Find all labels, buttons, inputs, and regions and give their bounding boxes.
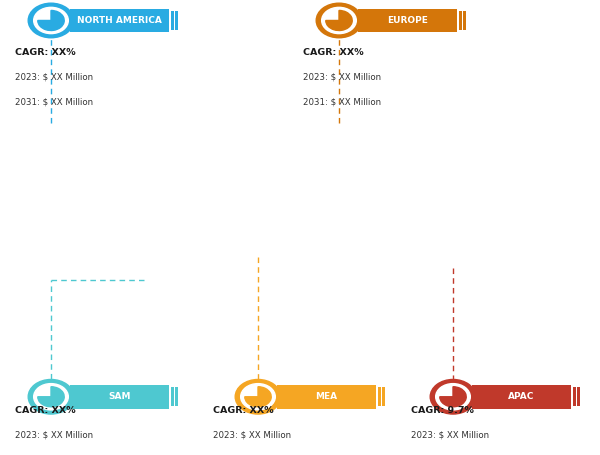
FancyBboxPatch shape	[573, 387, 576, 406]
Circle shape	[34, 384, 68, 410]
FancyBboxPatch shape	[70, 9, 169, 32]
FancyBboxPatch shape	[577, 387, 580, 406]
Text: EUROPE: EUROPE	[387, 16, 428, 25]
Circle shape	[316, 3, 362, 38]
Text: MEA: MEA	[315, 392, 337, 401]
FancyBboxPatch shape	[70, 385, 169, 409]
Text: SAM: SAM	[108, 392, 130, 401]
Text: CAGR: XX%: CAGR: XX%	[213, 406, 274, 415]
FancyBboxPatch shape	[171, 11, 174, 30]
Circle shape	[241, 384, 275, 410]
FancyBboxPatch shape	[459, 11, 462, 30]
FancyBboxPatch shape	[382, 387, 385, 406]
Text: 2031: $ XX Million: 2031: $ XX Million	[15, 98, 93, 107]
Text: 2023: $ XX Million: 2023: $ XX Million	[15, 431, 93, 440]
Text: CAGR: 9.7%: CAGR: 9.7%	[411, 406, 474, 415]
Wedge shape	[38, 10, 64, 30]
Text: CAGR: XX%: CAGR: XX%	[303, 48, 364, 57]
Wedge shape	[440, 387, 466, 407]
Text: 2023: $ XX Million: 2023: $ XX Million	[213, 431, 291, 440]
Text: APAC: APAC	[508, 392, 535, 401]
Text: 2023: $ XX Million: 2023: $ XX Million	[411, 431, 489, 440]
FancyBboxPatch shape	[358, 9, 457, 32]
Circle shape	[34, 7, 68, 34]
Circle shape	[436, 384, 470, 410]
Circle shape	[322, 7, 356, 34]
Circle shape	[430, 379, 476, 414]
FancyBboxPatch shape	[171, 387, 174, 406]
Circle shape	[28, 3, 74, 38]
FancyBboxPatch shape	[277, 385, 376, 409]
FancyBboxPatch shape	[175, 11, 178, 30]
Wedge shape	[245, 387, 271, 407]
Circle shape	[28, 379, 74, 414]
FancyBboxPatch shape	[472, 385, 571, 409]
Text: NORTH AMERICA: NORTH AMERICA	[77, 16, 161, 25]
Circle shape	[235, 379, 281, 414]
Wedge shape	[326, 10, 352, 30]
Wedge shape	[38, 387, 64, 407]
Text: 2031: $ XX Million: 2031: $ XX Million	[303, 98, 381, 107]
FancyBboxPatch shape	[175, 387, 178, 406]
Text: CAGR: XX%: CAGR: XX%	[15, 48, 76, 57]
FancyBboxPatch shape	[463, 11, 466, 30]
FancyBboxPatch shape	[378, 387, 381, 406]
Text: CAGR: XX%: CAGR: XX%	[15, 406, 76, 415]
Text: 2023: $ XX Million: 2023: $ XX Million	[303, 73, 381, 82]
Text: 2023: $ XX Million: 2023: $ XX Million	[15, 73, 93, 82]
